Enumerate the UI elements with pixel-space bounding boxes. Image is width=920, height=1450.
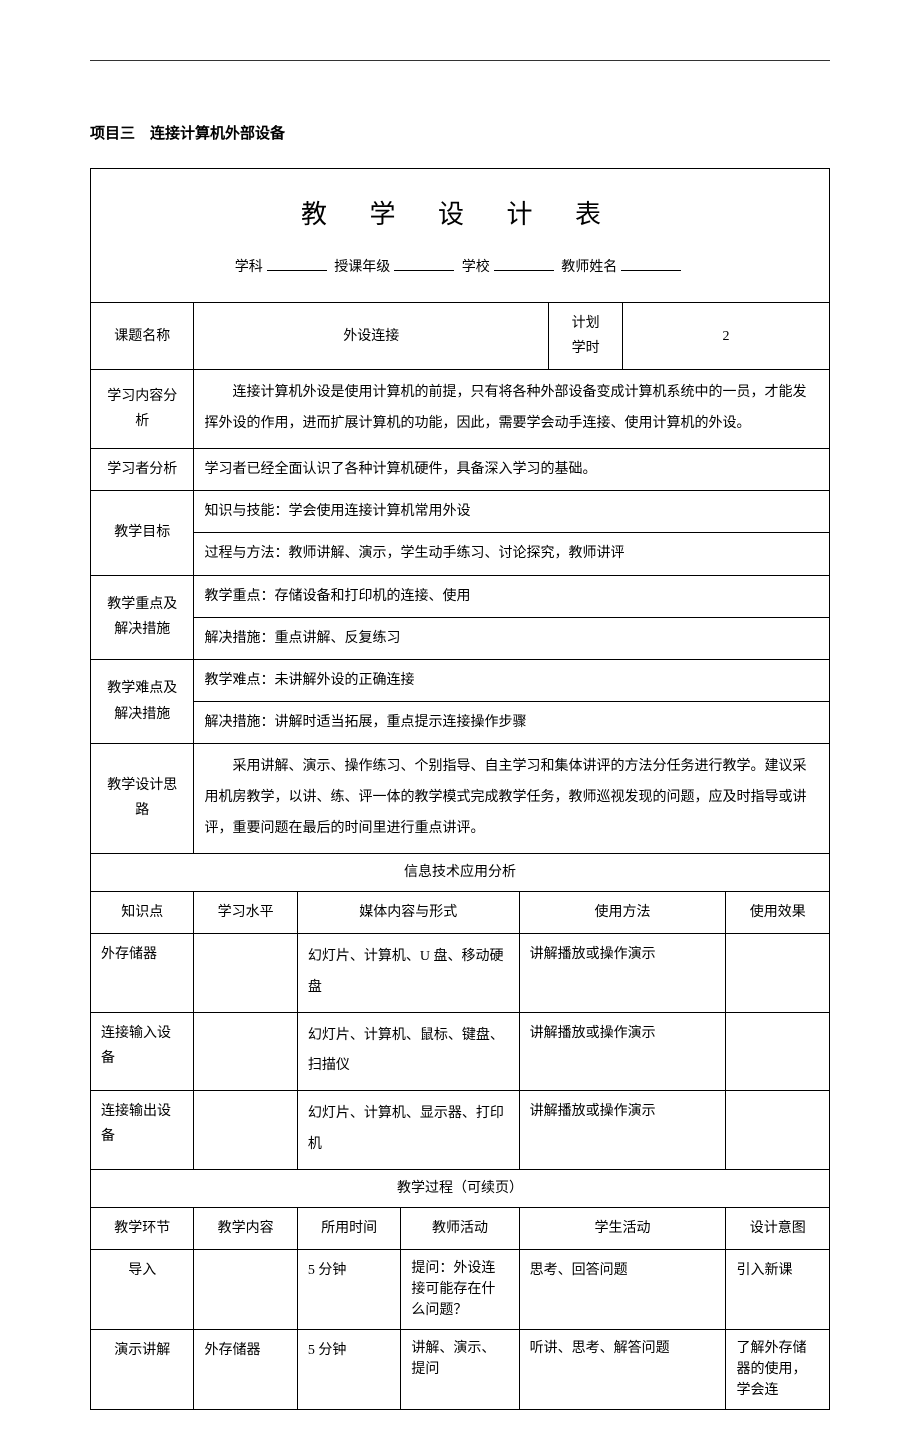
it-cell: 讲解播放或操作演示 — [519, 934, 726, 1013]
keypoints-label: 教学重点及解决措施 — [91, 575, 194, 659]
pc-cell: 提问：外设连接可能存在什么问题？ — [401, 1250, 519, 1330]
it-cell — [194, 1012, 297, 1091]
it-cell: 幻灯片、计算机、U 盘、移动硬盘 — [297, 934, 519, 1013]
it-cell: 外存储器 — [91, 934, 194, 1013]
difficulties-line1: 教学难点：未讲解外设的正确连接 — [194, 659, 830, 701]
it-col2: 学习水平 — [194, 891, 297, 933]
process-row: 演示讲解 外存储器 5 分钟 讲解、演示、提问 听讲、思考、解答问题 了解外存储… — [91, 1330, 830, 1410]
pc-col5: 学生活动 — [519, 1208, 726, 1250]
plan-hours-label: 计划学时 — [549, 302, 623, 369]
it-col5: 使用效果 — [726, 891, 830, 933]
topic-value: 外设连接 — [194, 302, 549, 369]
difficulties-line2: 解决措施：讲解时适当拓展，重点提示连接操作步骤 — [194, 702, 830, 744]
learner-analysis-value: 学习者已经全面认识了各种计算机硬件，具备深入学习的基础。 — [194, 448, 830, 490]
it-cell — [194, 1091, 297, 1170]
keypoints-line2: 解决措施：重点讲解、反复练习 — [194, 617, 830, 659]
pc-cell: 演示讲解 — [91, 1330, 194, 1410]
it-cell — [726, 934, 830, 1013]
label-subject: 学科 — [235, 260, 263, 275]
pc-col4: 教师活动 — [401, 1208, 519, 1250]
pc-cell: 讲解、演示、提问 — [401, 1330, 519, 1410]
topic-label: 课题名称 — [91, 302, 194, 369]
blank-subject — [267, 257, 327, 271]
goals-line2: 过程与方法：教师讲解、演示，学生动手练习、讨论探究，教师讲评 — [194, 533, 830, 575]
blank-teacher — [621, 257, 681, 271]
pc-cell: 了解外存储器的使用，学会连 — [726, 1330, 830, 1410]
pc-cell: 引入新课 — [726, 1250, 830, 1330]
plan-hours-value: 2 — [623, 302, 830, 369]
pc-cell: 思考、回答问题 — [519, 1250, 726, 1330]
section-title: 项目三 连接计算机外部设备 — [90, 121, 830, 148]
it-col3: 媒体内容与形式 — [297, 891, 519, 933]
difficulties-label: 教学难点及解决措施 — [91, 659, 194, 743]
pc-cell: 听讲、思考、解答问题 — [519, 1330, 726, 1410]
pc-col6: 设计意图 — [726, 1208, 830, 1250]
design-label: 教学设计思路 — [91, 744, 194, 853]
it-cell — [726, 1091, 830, 1170]
pc-col2: 教学内容 — [194, 1208, 297, 1250]
design-value: 采用讲解、演示、操作练习、个别指导、自主学习和集体讲评的方法分任务进行教学。建议… — [194, 744, 830, 853]
it-cell: 连接输出设备 — [91, 1091, 194, 1170]
goals-line1: 知识与技能：学会使用连接计算机常用外设 — [194, 491, 830, 533]
process-header: 教学过程（可续页） — [91, 1169, 830, 1207]
form-line: 学科 授课年级 学校 教师姓名 — [101, 249, 819, 294]
pc-cell — [194, 1250, 297, 1330]
learner-analysis-label: 学习者分析 — [91, 448, 194, 490]
pc-cell: 外存储器 — [194, 1330, 297, 1410]
pc-cell: 导入 — [91, 1250, 194, 1330]
content-analysis-label: 学习内容分析 — [91, 370, 194, 449]
blank-school — [494, 257, 554, 271]
keypoints-line1: 教学重点：存储设备和打印机的连接、使用 — [194, 575, 830, 617]
label-school: 学校 — [462, 260, 490, 275]
design-table: 教 学 设 计 表 学科 授课年级 学校 教师姓名 课题名称 外设连接 计划学时… — [90, 168, 830, 1410]
it-row: 外存储器 幻灯片、计算机、U 盘、移动硬盘 讲解播放或操作演示 — [91, 934, 830, 1013]
pc-col3: 所用时间 — [297, 1208, 400, 1250]
it-row: 连接输入设备 幻灯片、计算机、鼠标、键盘、扫描仪 讲解播放或操作演示 — [91, 1012, 830, 1091]
it-cell — [194, 934, 297, 1013]
content-analysis-value: 连接计算机外设是使用计算机的前提，只有将各种外部设备变成计算机系统中的一员，才能… — [194, 370, 830, 449]
label-grade: 授课年级 — [334, 260, 390, 275]
it-col4: 使用方法 — [519, 891, 726, 933]
info-tech-header: 信息技术应用分析 — [91, 853, 830, 891]
pc-col1: 教学环节 — [91, 1208, 194, 1250]
main-title: 教 学 设 计 表 — [101, 177, 819, 249]
label-teacher: 教师姓名 — [561, 260, 617, 275]
it-cell — [726, 1012, 830, 1091]
blank-grade — [394, 257, 454, 271]
pc-cell: 5 分钟 — [297, 1330, 400, 1410]
it-cell: 幻灯片、计算机、显示器、打印机 — [297, 1091, 519, 1170]
it-cell: 连接输入设备 — [91, 1012, 194, 1091]
it-cell: 讲解播放或操作演示 — [519, 1091, 726, 1170]
it-row: 连接输出设备 幻灯片、计算机、显示器、打印机 讲解播放或操作演示 — [91, 1091, 830, 1170]
goals-label: 教学目标 — [91, 491, 194, 575]
page-top-rule — [90, 60, 830, 61]
it-col1: 知识点 — [91, 891, 194, 933]
it-cell: 幻灯片、计算机、鼠标、键盘、扫描仪 — [297, 1012, 519, 1091]
process-row: 导入 5 分钟 提问：外设连接可能存在什么问题？ 思考、回答问题 引入新课 — [91, 1250, 830, 1330]
pc-cell: 5 分钟 — [297, 1250, 400, 1330]
it-cell: 讲解播放或操作演示 — [519, 1012, 726, 1091]
